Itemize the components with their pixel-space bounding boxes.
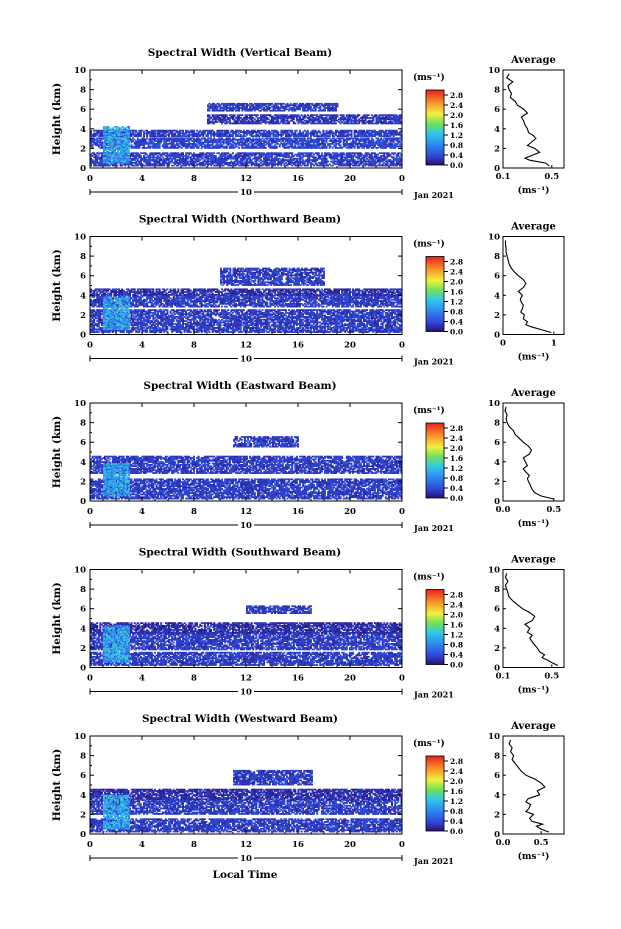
heatmap-cell bbox=[307, 130, 309, 132]
heatmap-cell bbox=[215, 155, 217, 157]
heatmap-cell bbox=[135, 130, 137, 132]
heatmap-cell bbox=[248, 165, 250, 167]
heatmap-cell bbox=[336, 114, 338, 116]
heatmap-cell bbox=[319, 131, 321, 133]
heatmap bbox=[90, 103, 402, 167]
heatmap-cell bbox=[226, 114, 228, 116]
heatmap-cell bbox=[277, 131, 279, 133]
heatmap-cell bbox=[358, 114, 360, 116]
heatmap-cell bbox=[322, 130, 324, 132]
heatmap-cell bbox=[238, 147, 240, 149]
heatmap-cell bbox=[117, 165, 119, 167]
heatmap-cell bbox=[335, 123, 337, 125]
heatmap-cell bbox=[291, 130, 293, 132]
heatmap-cell bbox=[351, 130, 353, 132]
panel-title: Spectral Width (Vertical Beam) bbox=[148, 47, 332, 59]
heatmap-cell bbox=[213, 152, 215, 154]
heatmap-cell bbox=[321, 152, 323, 154]
heatmap-cell bbox=[182, 130, 184, 132]
heatmap-cell bbox=[327, 161, 329, 163]
heatmap-cell bbox=[276, 146, 278, 148]
heatmap-cell bbox=[257, 114, 259, 116]
heatmap-cell bbox=[368, 114, 370, 116]
heatmap-cell bbox=[318, 152, 320, 154]
heatmap-cell bbox=[209, 114, 211, 116]
heatmap-cell bbox=[304, 137, 306, 139]
heatmap-cell bbox=[294, 123, 296, 125]
spectral-width-figure: Spectral Width (Vertical Beam)0246810Hei… bbox=[0, 0, 621, 929]
heatmap-cell bbox=[193, 130, 195, 132]
heatmap-cell bbox=[340, 144, 342, 146]
heatmap-cell bbox=[227, 130, 229, 132]
panel-1: Spectral Width (Vertical Beam)0246810Hei… bbox=[51, 47, 564, 200]
heatmap-cell bbox=[101, 137, 103, 139]
heatmap-cell bbox=[232, 152, 234, 154]
heatmap-cell bbox=[343, 114, 345, 116]
heatmap-cell bbox=[368, 137, 370, 139]
heatmap-cell bbox=[296, 130, 298, 132]
heatmap-cell bbox=[140, 155, 142, 157]
heatmap-cell bbox=[299, 130, 301, 132]
heatmap-cell bbox=[182, 152, 184, 154]
heatmap-cell bbox=[326, 158, 328, 160]
heatmap-cell bbox=[241, 114, 243, 116]
heatmap-cell bbox=[372, 139, 374, 141]
heatmap-cell bbox=[291, 152, 293, 154]
heatmap-cell bbox=[234, 114, 236, 116]
heatmap-cell bbox=[265, 147, 267, 149]
heatmap-cell bbox=[396, 130, 398, 132]
